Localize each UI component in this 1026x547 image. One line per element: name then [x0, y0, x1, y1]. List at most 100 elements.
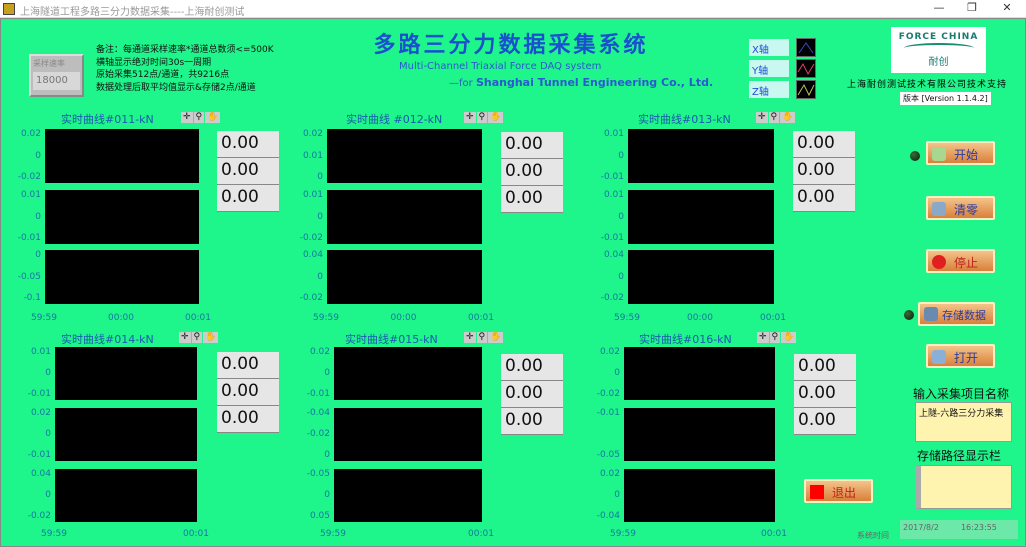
y-tick-label: 0.02: [30, 408, 51, 418]
x-tick-label: 59:59: [31, 313, 57, 323]
open-button[interactable]: 打开: [926, 344, 995, 368]
plot-strip[interactable]: [45, 250, 199, 304]
numeric-indicator: 0.00: [217, 158, 279, 185]
plot-strip[interactable]: [624, 347, 775, 400]
notes: 备注：每通道采样速率*通道总数须<=500K 横轴显示绝对时间30s一周期 原始…: [96, 44, 274, 94]
plot-strip[interactable]: [55, 347, 197, 400]
pan-tool-icon[interactable]: ✋: [781, 332, 797, 343]
plot-strip[interactable]: [334, 469, 482, 522]
note-line: 原始采集512点/通道，共9216点: [96, 70, 230, 80]
zoom-tool-icon[interactable]: ⚲: [769, 332, 781, 343]
plot-strip[interactable]: [45, 190, 199, 244]
subtitle: Multi-Channel Triaxial Force DAQ system: [399, 61, 602, 72]
cursor-tool-icon[interactable]: ✛: [464, 332, 476, 343]
plot-strip[interactable]: [327, 190, 482, 244]
sample-rate-control[interactable]: 采样速率 18000: [29, 54, 84, 97]
printer-icon: [932, 350, 946, 364]
main-panel: 采样速率 18000 备注：每通道采样速率*通道总数须<=500K 横轴显示绝对…: [0, 18, 1026, 547]
close-button[interactable]: ✕: [1002, 1, 1012, 14]
start-button[interactable]: 开始: [926, 141, 995, 165]
x-tick-label: 00:01: [468, 529, 494, 539]
plot-strip[interactable]: [334, 347, 482, 400]
save-path-label: 存储路径显示栏: [917, 449, 1002, 463]
cursor-tool-icon[interactable]: ✛: [757, 332, 769, 343]
minimize-button[interactable]: —: [933, 1, 945, 14]
restore-button[interactable]: ❐: [967, 1, 977, 14]
pan-tool-icon[interactable]: ✋: [203, 332, 219, 343]
plot-strip[interactable]: [55, 408, 197, 461]
start-led: [910, 151, 920, 161]
page-title: 多路三分力数据采集系统: [373, 32, 649, 58]
numeric-indicator: 0.00: [501, 186, 563, 213]
cursor-tool-icon[interactable]: ✛: [464, 112, 476, 123]
subtitle-prefix: —for: [449, 78, 476, 89]
refresh-icon: [932, 202, 946, 216]
stop-button[interactable]: 停止: [926, 249, 995, 273]
pan-tool-icon[interactable]: ✋: [780, 112, 796, 123]
note-line: 数据处理后取平均值显示&存储2点/通道: [96, 82, 256, 93]
plot-strip[interactable]: [628, 190, 774, 244]
y-tick-label: 0: [618, 211, 624, 222]
cursor-tool-icon[interactable]: ✛: [756, 112, 768, 123]
numeric-indicator: 0.00: [217, 352, 279, 379]
chart-title: 实时曲线#015-kN: [345, 333, 438, 346]
y-tick-label: -0.01: [596, 408, 620, 418]
x-tick-label: 59:59: [41, 529, 67, 539]
y-tick-label: -0.02: [299, 233, 323, 243]
x-tick-label: 00:01: [761, 529, 787, 539]
y-tick-label: -0.01: [17, 233, 41, 243]
clear-button[interactable]: 清零: [926, 196, 995, 220]
plot-strip[interactable]: [628, 129, 774, 183]
y-tick-label: 0.02: [20, 129, 41, 139]
x-tick-label: 00:00: [687, 313, 713, 323]
plot-strip[interactable]: [334, 408, 482, 461]
y-tick-label: 0.02: [309, 347, 330, 357]
zoom-tool-icon[interactable]: ⚲: [476, 112, 488, 123]
zoom-tool-icon[interactable]: ⚲: [476, 332, 488, 343]
numeric-indicator: 0.00: [794, 408, 856, 435]
plot-strip[interactable]: [327, 129, 482, 183]
pan-tool-icon[interactable]: ✋: [488, 112, 504, 123]
plot-strip[interactable]: [624, 408, 775, 461]
save-data-button[interactable]: 存储数据: [918, 302, 995, 326]
pan-tool-icon[interactable]: ✋: [205, 112, 221, 123]
chart-title: 实时曲线#013-kN: [638, 113, 731, 126]
y-tick-label: -0.01: [306, 389, 330, 399]
zoom-tool-icon[interactable]: ⚲: [768, 112, 780, 123]
project-name-input[interactable]: 上隧-六路三分力采集: [915, 402, 1012, 442]
chart-title: 实时曲线 #012-kN: [346, 113, 443, 126]
exit-button[interactable]: 退出: [804, 479, 873, 503]
y-tick-label: 0: [618, 150, 624, 161]
pan-tool-icon[interactable]: ✋: [488, 332, 504, 343]
plot-strip[interactable]: [45, 129, 199, 183]
y-tick-label: 0: [45, 368, 51, 378]
legend-x-axis: X轴: [749, 39, 789, 56]
y-tick-label: -0.01: [27, 389, 51, 399]
y-tick-label: 0: [317, 211, 323, 222]
plot-strip[interactable]: [327, 250, 482, 304]
save-led: [904, 310, 914, 320]
y-tick-label: 0.04: [302, 250, 323, 260]
y-tick-label: 0.01: [20, 190, 41, 200]
plot-strip[interactable]: [55, 469, 197, 522]
plot-strip[interactable]: [628, 250, 774, 304]
x-tick-label: 59:59: [610, 529, 636, 539]
y-tick-label: -0.04: [306, 408, 330, 418]
window-title: 上海隧道工程多路三分力数据采集----上海耐创测试: [20, 7, 245, 18]
y-tick-label: 0: [614, 368, 620, 378]
y-tick-label: -0.02: [596, 389, 620, 399]
cursor-tool-icon[interactable]: ✛: [181, 112, 193, 123]
graph-palette: ✛ ⚲ ✋: [464, 332, 504, 343]
cursor-tool-icon[interactable]: ✛: [179, 332, 191, 343]
app-icon: [3, 3, 15, 15]
y-tick-label: 0: [618, 271, 624, 282]
save-path-display: [915, 465, 1012, 509]
sample-rate-input[interactable]: 18000: [33, 72, 80, 90]
note-line: 备注：每通道采样速率*通道总数须<=500K: [96, 45, 274, 55]
zoom-tool-icon[interactable]: ⚲: [191, 332, 203, 343]
graph-palette: ✛ ⚲ ✋: [757, 332, 797, 343]
zoom-tool-icon[interactable]: ⚲: [193, 112, 205, 123]
plot-strip[interactable]: [624, 469, 775, 522]
y-tick-label: -0.04: [596, 511, 620, 521]
y-tick-label: -0.02: [17, 172, 41, 182]
